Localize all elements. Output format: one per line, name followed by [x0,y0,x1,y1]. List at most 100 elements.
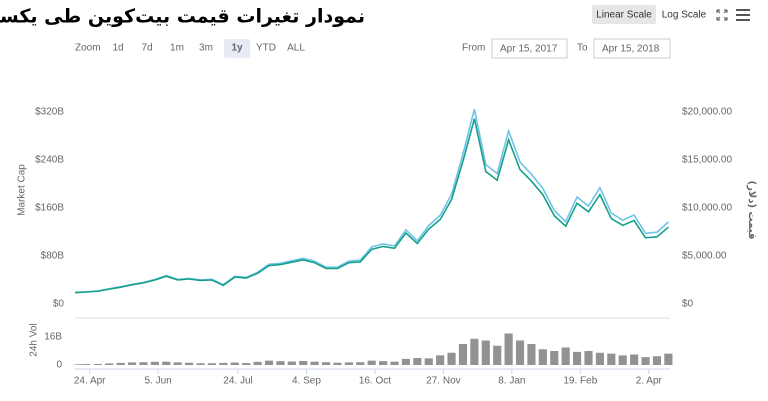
zoom-option[interactable]: 1d [112,43,123,54]
linear-scale-button[interactable] [592,5,656,24]
volume-bar [344,362,353,365]
y2-tick-label: $15,000.00 [682,155,732,166]
x-tick-label: 16. Oct [359,376,391,387]
volume-bar [299,360,308,365]
y-tick-label: $320B [35,107,64,118]
volume-bar [447,352,456,365]
chart-title: نمودار تغیرات قیمت بیت‌کوین طی یکسال اخی… [0,6,365,28]
volume-bar [527,344,536,365]
y-axis-title: Market Cap [17,164,28,216]
y2-tick-label: $20,000.00 [682,107,732,118]
volume-bar [185,362,194,365]
volume-bar [595,352,604,365]
y2-tick-label: $5,000.00 [682,251,727,262]
y-tick-label: $240B [35,155,64,166]
menu-icon[interactable] [736,9,750,21]
volume-bar [607,353,616,365]
zoom-option[interactable]: 1m [170,43,184,54]
y-tick-label: $80B [41,251,65,262]
volume-bar [436,355,445,365]
volume-bar [584,351,593,365]
zoom-option[interactable]: 1y [231,43,243,54]
to-label: To [577,43,588,54]
zoom-label: Zoom [75,43,101,54]
volume-bar [367,360,376,365]
volume-bar [401,358,410,365]
volume-bar [264,360,274,365]
y2-tick-label: $0 [682,299,694,310]
volume-bar [573,351,582,365]
vol-tick-label: 16B [44,332,62,343]
volume-bar [664,353,673,365]
volume-bar [379,361,388,365]
to-input[interactable] [593,38,671,59]
volume-bar [162,361,171,365]
y-tick-label: $0 [53,299,65,310]
zoom-option[interactable]: YTD [256,43,276,54]
linear-scale-label[interactable]: Linear Scale [596,10,652,21]
volume-bar [173,362,182,365]
x-tick-label: 27. Nov [426,376,460,387]
volume-bar [538,349,547,365]
volume-bar [504,333,513,365]
volume-bar [139,362,148,365]
x-tick-label: 24. Apr [74,376,106,387]
volume-bar [219,362,228,365]
volume-bar [493,345,502,365]
x-tick-label: 2. Apr [636,376,663,387]
zoom-option[interactable]: 7d [141,43,152,54]
volume-bar [618,355,627,365]
y2-tick-label: $10,000.00 [682,203,732,214]
volume-bar [424,358,433,365]
series-line [74,118,669,294]
x-tick-label: 5. Jun [145,376,172,387]
volume-bar [561,347,570,365]
volume-bar [515,340,525,365]
volume-bar [75,364,84,365]
zoom-buttons: 1d 7d 1m 3m 1y YTD ALL [112,39,305,58]
volume-bar [333,362,342,365]
x-tick-label: 8. Jan [498,376,525,387]
volume-bar [481,340,490,365]
volume-bar [287,361,296,365]
volume-bar [630,354,639,365]
y2-axis-title: قیمت (دلار) [746,181,757,240]
volume-bar [356,362,365,365]
volume-bar [652,356,662,365]
to-date[interactable]: Apr 15, 2018 [602,44,660,55]
zoom-option[interactable]: ALL [287,43,305,54]
series-line [74,109,669,294]
zoom-selected-bg[interactable] [224,39,250,58]
volume-bar [310,361,319,365]
y-tick-label: $160B [35,203,64,214]
from-label: From [462,43,485,54]
x-tick-label: 19. Feb [563,376,597,387]
fullscreen-icon[interactable] [716,9,728,21]
volume-bar [276,361,285,365]
volume-bar [242,363,251,365]
volume-bar [150,361,159,365]
volume-bar [321,362,331,365]
vol-axis-title: 24h Vol [29,323,40,356]
volume-bar [116,362,125,365]
volume-bar [196,363,205,365]
zoom-option[interactable]: 3m [199,43,213,54]
volume-bar [253,361,262,365]
from-date[interactable]: Apr 15, 2017 [500,44,558,55]
log-scale-label[interactable]: Log Scale [662,10,707,21]
volume-bar [458,344,468,365]
volume-bar [470,338,479,365]
volume-bar [93,363,102,365]
x-tick-label: 4. Sep [292,376,321,387]
volume-bar [127,362,137,365]
from-input[interactable] [491,38,568,59]
volume-bar [105,363,114,365]
volume-bar [230,362,239,365]
volume-bar [641,357,650,365]
volume-bar [207,363,217,365]
volume-bar [413,358,422,365]
volume-bar [550,351,559,365]
volume-bar [82,364,91,365]
x-tick-label: 24. Jul [223,376,252,387]
